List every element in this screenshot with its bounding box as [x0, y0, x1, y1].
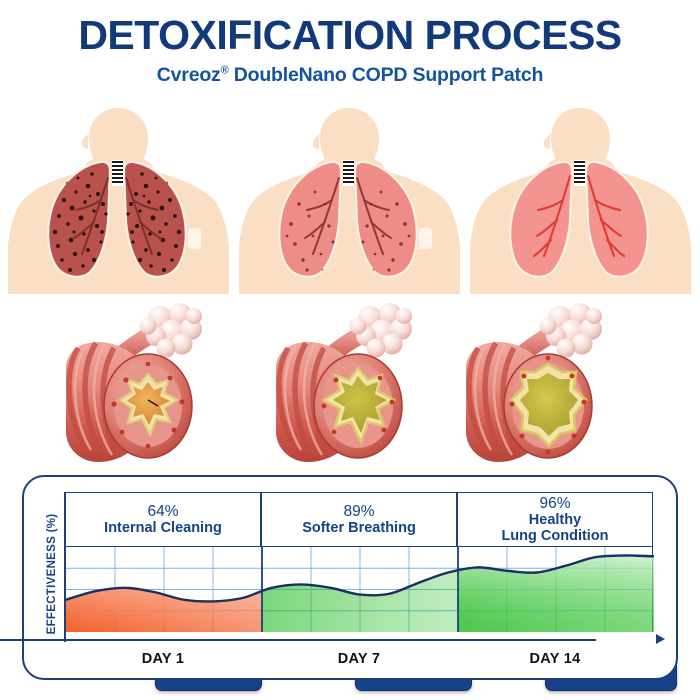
chart-plot-area: 64% Internal Cleaning 89% Softer Breathi… [65, 492, 654, 654]
x-axis-line [0, 639, 596, 641]
segment-percent: 96% [539, 494, 571, 512]
chart-segment-headers: 64% Internal Cleaning 89% Softer Breathi… [65, 492, 653, 547]
header: DETOXIFICATION PROCESS Cvreoz® DoubleNan… [0, 12, 700, 87]
alveoli-cluster-icon [539, 303, 602, 358]
chart-day-labels: DAY 1 DAY 7 DAY 14 [65, 645, 653, 673]
lungs-diseased [47, 160, 187, 278]
bronchi-row: INFLAMMED PROCESS HEALTHY [0, 296, 700, 691]
bronchus-healthy [452, 296, 700, 468]
body-figure-healthy [464, 104, 697, 294]
body-figure-process [233, 104, 466, 294]
alveoli-cluster-icon [139, 303, 202, 358]
segment-label-line2: Lung Condition [501, 528, 609, 545]
lungs-healthy [509, 160, 649, 278]
day-label-7: DAY 7 [337, 651, 381, 667]
y-axis-label-text: EFFECTIVENESS (%) [46, 513, 58, 635]
segment-label: Softer Breathing [302, 520, 416, 537]
segment-percent: 89% [343, 502, 375, 520]
segment-percent: 64% [147, 502, 179, 520]
trachea-icon [112, 160, 123, 186]
product-descriptor: DoubleNano COPD Support Patch [228, 64, 544, 87]
segment-header-day1: 64% Internal Cleaning [65, 492, 261, 547]
body-figure-inflamed [2, 104, 235, 294]
segment-label: Internal Cleaning [104, 520, 222, 537]
segment-header-day14: 96% Healthy Lung Condition [457, 492, 653, 547]
segment-label-line1: Healthy [528, 511, 582, 528]
trachea-icon [343, 160, 354, 186]
trachea-icon [574, 160, 585, 186]
page-subtitle: Cvreoz® DoubleNano COPD Support Patch [0, 64, 700, 87]
skin-patch-icon [188, 228, 201, 249]
brand-name: Cvreoz [156, 64, 221, 87]
day-label-14: DAY 14 [529, 651, 581, 667]
body-silhouette [8, 108, 229, 294]
axis-arrow-icon [656, 634, 665, 644]
y-axis-label: EFFECTIVENESS (%) [42, 498, 62, 650]
page-title: DETOXIFICATION PROCESS [78, 12, 622, 58]
bronchus-inflamed [52, 296, 302, 468]
alveoli-cluster-icon [349, 303, 412, 358]
skin-patch-icon [419, 228, 432, 249]
lungs-improving [278, 160, 418, 278]
day-label-1: DAY 1 [141, 651, 185, 667]
segment-header-day7: 89% Softer Breathing [261, 492, 457, 547]
registered-mark-icon: ® [220, 64, 229, 77]
body-silhouette [239, 108, 460, 294]
chart-graph-area [65, 547, 654, 632]
bronchus-process [262, 296, 512, 468]
body-figures-row [0, 104, 700, 294]
body-silhouette [470, 108, 691, 294]
